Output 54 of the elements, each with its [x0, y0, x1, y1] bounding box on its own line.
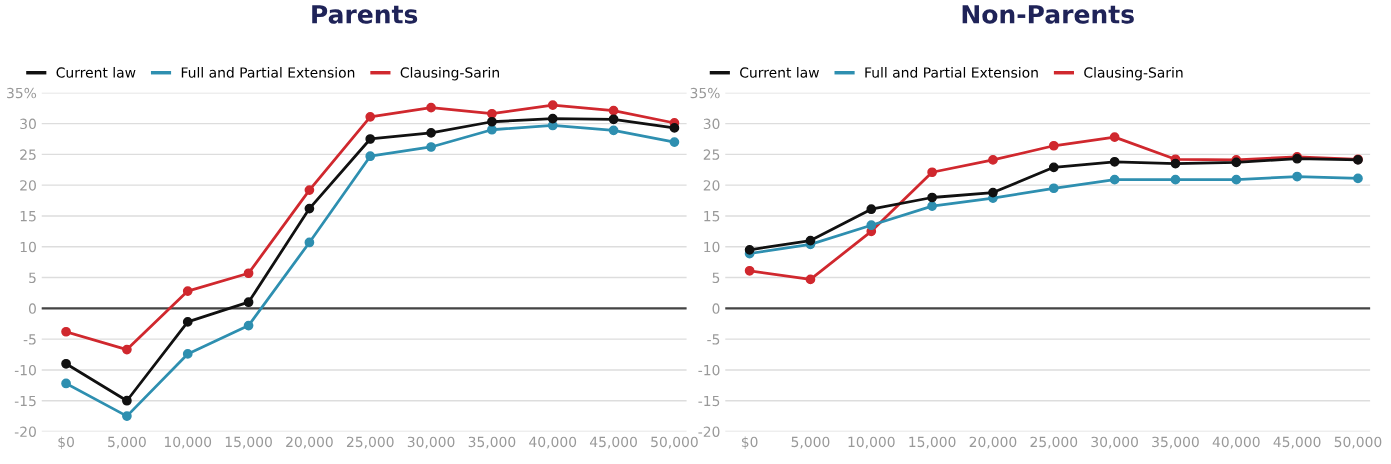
x-tick-label: 50,000 — [1334, 436, 1382, 449]
x-tick-label: 45,000 — [1273, 436, 1321, 449]
x-tick-label: 15,000 — [225, 436, 272, 449]
x-tick-label: 45,000 — [589, 436, 637, 449]
x-tick-label: 5,000 — [791, 436, 830, 449]
y-tick-label: 5 — [712, 272, 720, 284]
y-tick-label: 10 — [704, 241, 720, 253]
y-tick-label: 25 — [20, 149, 36, 160]
chart-title: Parents — [312, 5, 418, 24]
y-tick-label: -20 — [14, 426, 36, 437]
y-tick-label: -10 — [698, 364, 720, 376]
legend-label: Full and Partial Extension — [865, 67, 1038, 78]
y-tick-label: 5 — [29, 272, 36, 284]
y-tick-label: -20 — [698, 426, 720, 437]
x-tick-label: 40,000 — [529, 436, 577, 449]
x-tick-label: 25,000 — [346, 436, 394, 449]
y-tick-label: 0 — [28, 303, 36, 314]
chart-title: Non-Parents — [962, 5, 1134, 24]
y-tick-label: 35% — [7, 87, 37, 99]
x-tick-label: 20,000 — [286, 436, 333, 449]
y-tick-label: 20 — [703, 180, 720, 191]
y-tick-label: 35% — [690, 87, 720, 99]
x-tick-label: 35,000 — [468, 436, 516, 449]
legend-label: Current law — [56, 67, 136, 78]
y-tick-label: 15 — [20, 211, 36, 222]
legend-label: Current law — [740, 67, 819, 78]
legend-label: Clausing-Sarin — [400, 67, 499, 81]
y-tick-label: 30 — [20, 118, 36, 130]
y-tick-label: -15 — [698, 395, 720, 407]
y-tick-label: -5 — [707, 334, 720, 345]
x-tick-label: 15,000 — [909, 436, 956, 449]
y-tick-label: 10 — [20, 241, 36, 253]
x-tick-label: 40,000 — [1212, 436, 1260, 449]
x-tick-label: 30,000 — [1091, 436, 1138, 449]
x-tick-label: 35,000 — [1152, 436, 1199, 449]
y-tick-label: 15 — [704, 211, 720, 222]
x-tick-label: 25,000 — [1030, 436, 1078, 449]
y-tick-label: -10 — [14, 364, 36, 376]
x-tick-label: 5,000 — [108, 436, 146, 449]
x-tick-label: 50,000 — [651, 436, 698, 449]
y-tick-label: -5 — [23, 334, 36, 345]
x-tick-label: 10,000 — [164, 436, 212, 449]
x-tick-label: 10,000 — [848, 436, 895, 449]
x-tick-label: 20,000 — [969, 436, 1017, 449]
y-tick-label: 0 — [712, 303, 720, 314]
x-tick-label: 30,000 — [407, 436, 455, 449]
legend-label: Full and Partial Extension — [181, 67, 355, 78]
y-tick-label: 30 — [703, 118, 720, 130]
legend-label: Clausing-Sarin — [1084, 67, 1183, 81]
y-tick-label: 25 — [703, 149, 720, 160]
y-tick-label: -15 — [14, 395, 36, 407]
x-tick-label: $0 — [58, 436, 74, 449]
x-tick-label: $0 — [741, 436, 758, 449]
y-tick-label: 20 — [20, 180, 36, 191]
